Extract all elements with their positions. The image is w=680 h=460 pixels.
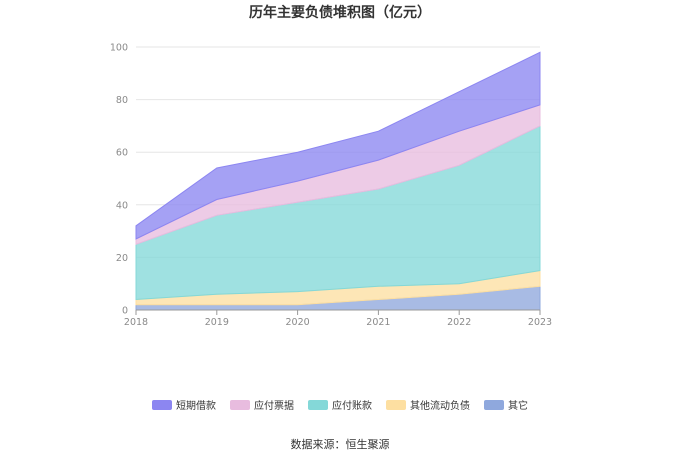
series-areas [135, 51, 541, 311]
legend-swatch [386, 399, 406, 410]
legend-label: 其他流动负债 [410, 401, 470, 412]
y-tick-label: 100 [110, 43, 128, 54]
x-tick-label: 2021 [366, 317, 390, 328]
y-tick-label: 40 [116, 200, 128, 211]
area-series-4 [135, 51, 541, 240]
y-tick-label: 80 [116, 95, 128, 106]
x-tick-label: 2020 [286, 317, 310, 328]
y-tick-label: 20 [116, 253, 128, 264]
chart-title: 历年主要负债堆积图（亿元） [249, 5, 431, 21]
legend-item[interactable]: 应付票据 [230, 397, 294, 412]
legend-swatch [484, 399, 504, 410]
legend-item[interactable]: 应付账款 [308, 397, 372, 412]
legend-item[interactable]: 其它 [484, 397, 528, 412]
stacked-area-chart: 0 20 40 60 80 100 2018 2019 2020 2021 2022 2023 [110, 43, 552, 329]
axes: 0 20 40 60 80 100 2018 2019 2020 2021 2022 2023 [110, 43, 552, 329]
x-tick-label: 2018 [124, 317, 148, 328]
legend-label: 应付账款 [332, 401, 372, 412]
legend: 短期借款 应付票据 应付账款 其他流动负债 其它 [0, 397, 680, 412]
legend-label: 其它 [508, 401, 528, 412]
x-tick-label: 2019 [205, 317, 229, 328]
x-tick-label: 2022 [447, 317, 471, 328]
legend-label: 应付票据 [254, 401, 294, 412]
y-tick-label: 0 [122, 306, 128, 317]
legend-item[interactable]: 其他流动负债 [386, 397, 470, 412]
data-source: 数据来源：恒生聚源 [290, 438, 390, 451]
legend-swatch [230, 399, 250, 410]
legend-swatch [152, 399, 172, 410]
legend-swatch [308, 399, 328, 410]
x-tick-label: 2023 [528, 317, 552, 328]
legend-item[interactable]: 短期借款 [152, 397, 216, 412]
y-tick-label: 60 [116, 148, 128, 159]
legend-label: 短期借款 [176, 401, 216, 412]
